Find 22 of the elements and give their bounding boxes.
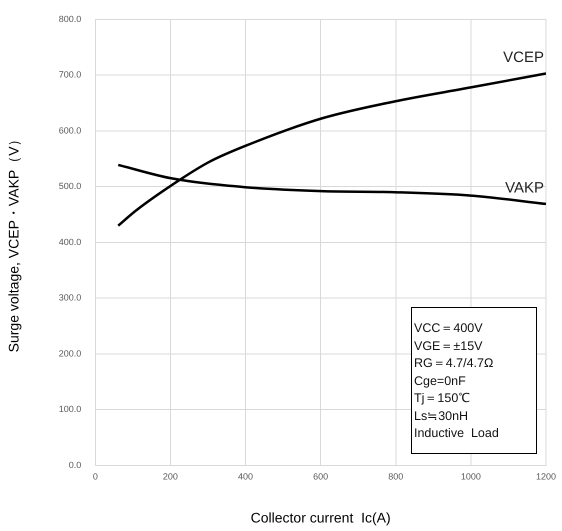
text-box: VCC＝400V VGE＝±15V RG＝4.7/4.7Ω Cge=0nF Tj＝150℃ Ls≒30nH Inductive Load xyxy=(411,307,537,454)
y-tick-label: 200.0 xyxy=(58,348,82,358)
x-tick-label: 0 xyxy=(92,471,98,482)
x-tick-label: 200 xyxy=(162,471,178,482)
y-tick-label: 400.0 xyxy=(58,236,82,247)
y-tick-label: 100.0 xyxy=(58,404,82,414)
series-label: VCEP xyxy=(503,49,544,66)
y-tick-label: 700.0 xyxy=(58,70,82,80)
y-tick-label: 600.0 xyxy=(58,125,82,136)
x-axis-title: Collector current Ic(A) xyxy=(250,509,391,526)
y-tick-label: 300.0 xyxy=(58,292,82,303)
line-series xyxy=(116,72,546,227)
x-tick-label: 600 xyxy=(313,471,328,482)
y-tick-label: 800.0 xyxy=(58,14,82,24)
y-tick-label: 500.0 xyxy=(58,181,82,192)
x-tick-label: 1000 xyxy=(460,471,481,482)
y-axis-title: Surge voltage, VCEP・VAKP（V） xyxy=(5,132,22,352)
x-tick-label: 1200 xyxy=(536,471,556,482)
y-tick-label: 0.0 xyxy=(68,460,82,470)
x-tick-label: 800 xyxy=(388,471,404,482)
series-label: VAKP xyxy=(505,180,544,197)
x-tick-label: 400 xyxy=(238,471,254,482)
